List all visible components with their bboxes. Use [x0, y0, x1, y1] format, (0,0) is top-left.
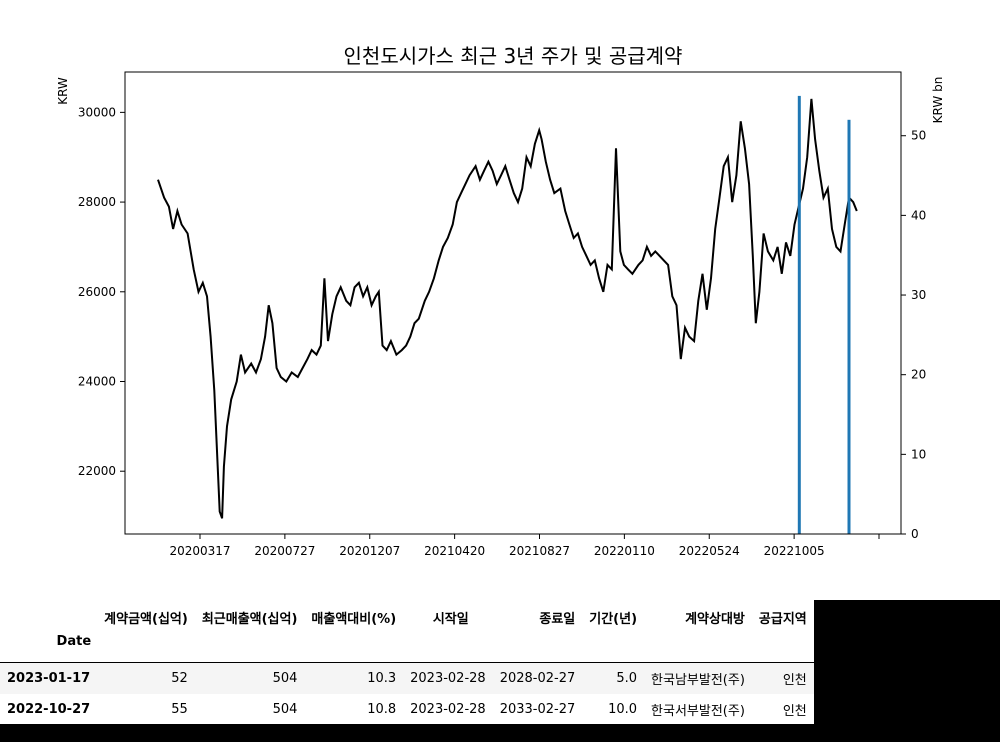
plot-frame — [124, 71, 902, 535]
table-cell: 5.0 — [616, 670, 638, 686]
contract-bar — [797, 95, 801, 535]
table-header-row: 계약금액(십억) 최근매출액(십억) 매출액대비(%) 시작일 종료일 기간(년… — [0, 600, 814, 634]
y-right-tick-label: 20 — [911, 368, 926, 382]
column-header: 종료일 — [539, 611, 576, 627]
y-right-tick-label: 30 — [911, 288, 926, 302]
x-tick-label: 20210827 — [509, 544, 570, 558]
table-cell: 10.3 — [367, 670, 397, 686]
column-header: 최근매출액(십억) — [201, 611, 298, 627]
table-cell: 52 — [171, 670, 188, 686]
table-cell: 2023-02-28 — [410, 701, 486, 717]
y-left-axis-label: KRW — [56, 77, 70, 105]
header-corner — [0, 600, 97, 634]
chart-title: 인천도시가스 최근 3년 주가 및 공급계약 — [344, 44, 683, 68]
table-row: 2022-10-27 55 504 10.8 2023-02-28 2033-0… — [0, 694, 814, 724]
y-left-tick-label: 26000 — [78, 285, 116, 299]
column-header: 계약상대방 — [685, 611, 745, 627]
y-right-axis-label: KRW bn — [931, 77, 945, 124]
y-right-tick-label: 40 — [911, 208, 926, 222]
column-header: 기간(년) — [589, 611, 638, 627]
row-date: 2023-01-17 — [7, 670, 91, 686]
x-tick-label: 20201207 — [339, 544, 400, 558]
table-index-row: Date — [0, 634, 814, 662]
table-cell: 504 — [272, 701, 298, 717]
y-left-tick-label: 28000 — [78, 195, 116, 209]
table-cell: 10.8 — [367, 701, 397, 717]
column-header: 시작일 — [432, 611, 469, 627]
y-right-tick-label: 0 — [911, 527, 919, 541]
table-cell: 인천 — [782, 672, 807, 688]
x-tick-label: 20220110 — [594, 544, 655, 558]
table-cell: 2028-02-27 — [499, 670, 576, 686]
x-tick-label: 20200727 — [254, 544, 315, 558]
column-header: 매출액대비(%) — [311, 611, 397, 627]
x-tick-label: 20221005 — [764, 544, 825, 558]
index-name: Date — [56, 634, 92, 649]
table-background: 계약금액(십억) 최근매출액(십억) 매출액대비(%) 시작일 종료일 기간(년… — [0, 600, 1000, 742]
y-left-tick-label: 24000 — [78, 374, 116, 388]
table-cell: 한국서부발전(주) — [651, 703, 745, 719]
contract-table: 계약금액(십억) 최근매출액(십억) 매출액대비(%) 시작일 종료일 기간(년… — [0, 600, 814, 724]
column-header: 공급지역 — [758, 611, 807, 627]
table-cell: 한국남부발전(주) — [651, 672, 745, 688]
table-cell: 55 — [171, 701, 188, 717]
table-row: 2023-01-17 52 504 10.3 2023-02-28 2028-0… — [0, 662, 814, 694]
table-cell: 10.0 — [608, 701, 638, 717]
y-right-tick-label: 50 — [911, 129, 926, 143]
x-tick-label: 20220524 — [679, 544, 740, 558]
stock-chart: 인천도시가스 최근 3년 주가 및 공급계약 KRW KRW bn 202003… — [56, 44, 945, 558]
table-cell: 2023-02-28 — [410, 670, 486, 686]
column-header: 계약금액(십억) — [104, 611, 188, 627]
contract-bar — [847, 119, 851, 535]
x-tick-label: 20200317 — [169, 544, 230, 558]
price-line — [157, 98, 858, 519]
row-date: 2022-10-27 — [7, 701, 91, 717]
table-cell: 2033-02-27 — [499, 701, 576, 717]
y-left-tick-label: 30000 — [78, 105, 116, 119]
table-cell: 인천 — [782, 703, 807, 719]
x-tick-label: 20210420 — [424, 544, 485, 558]
y-left-tick-label: 22000 — [78, 464, 116, 478]
y-right-tick-label: 10 — [911, 447, 926, 461]
table-cell: 504 — [272, 670, 298, 686]
